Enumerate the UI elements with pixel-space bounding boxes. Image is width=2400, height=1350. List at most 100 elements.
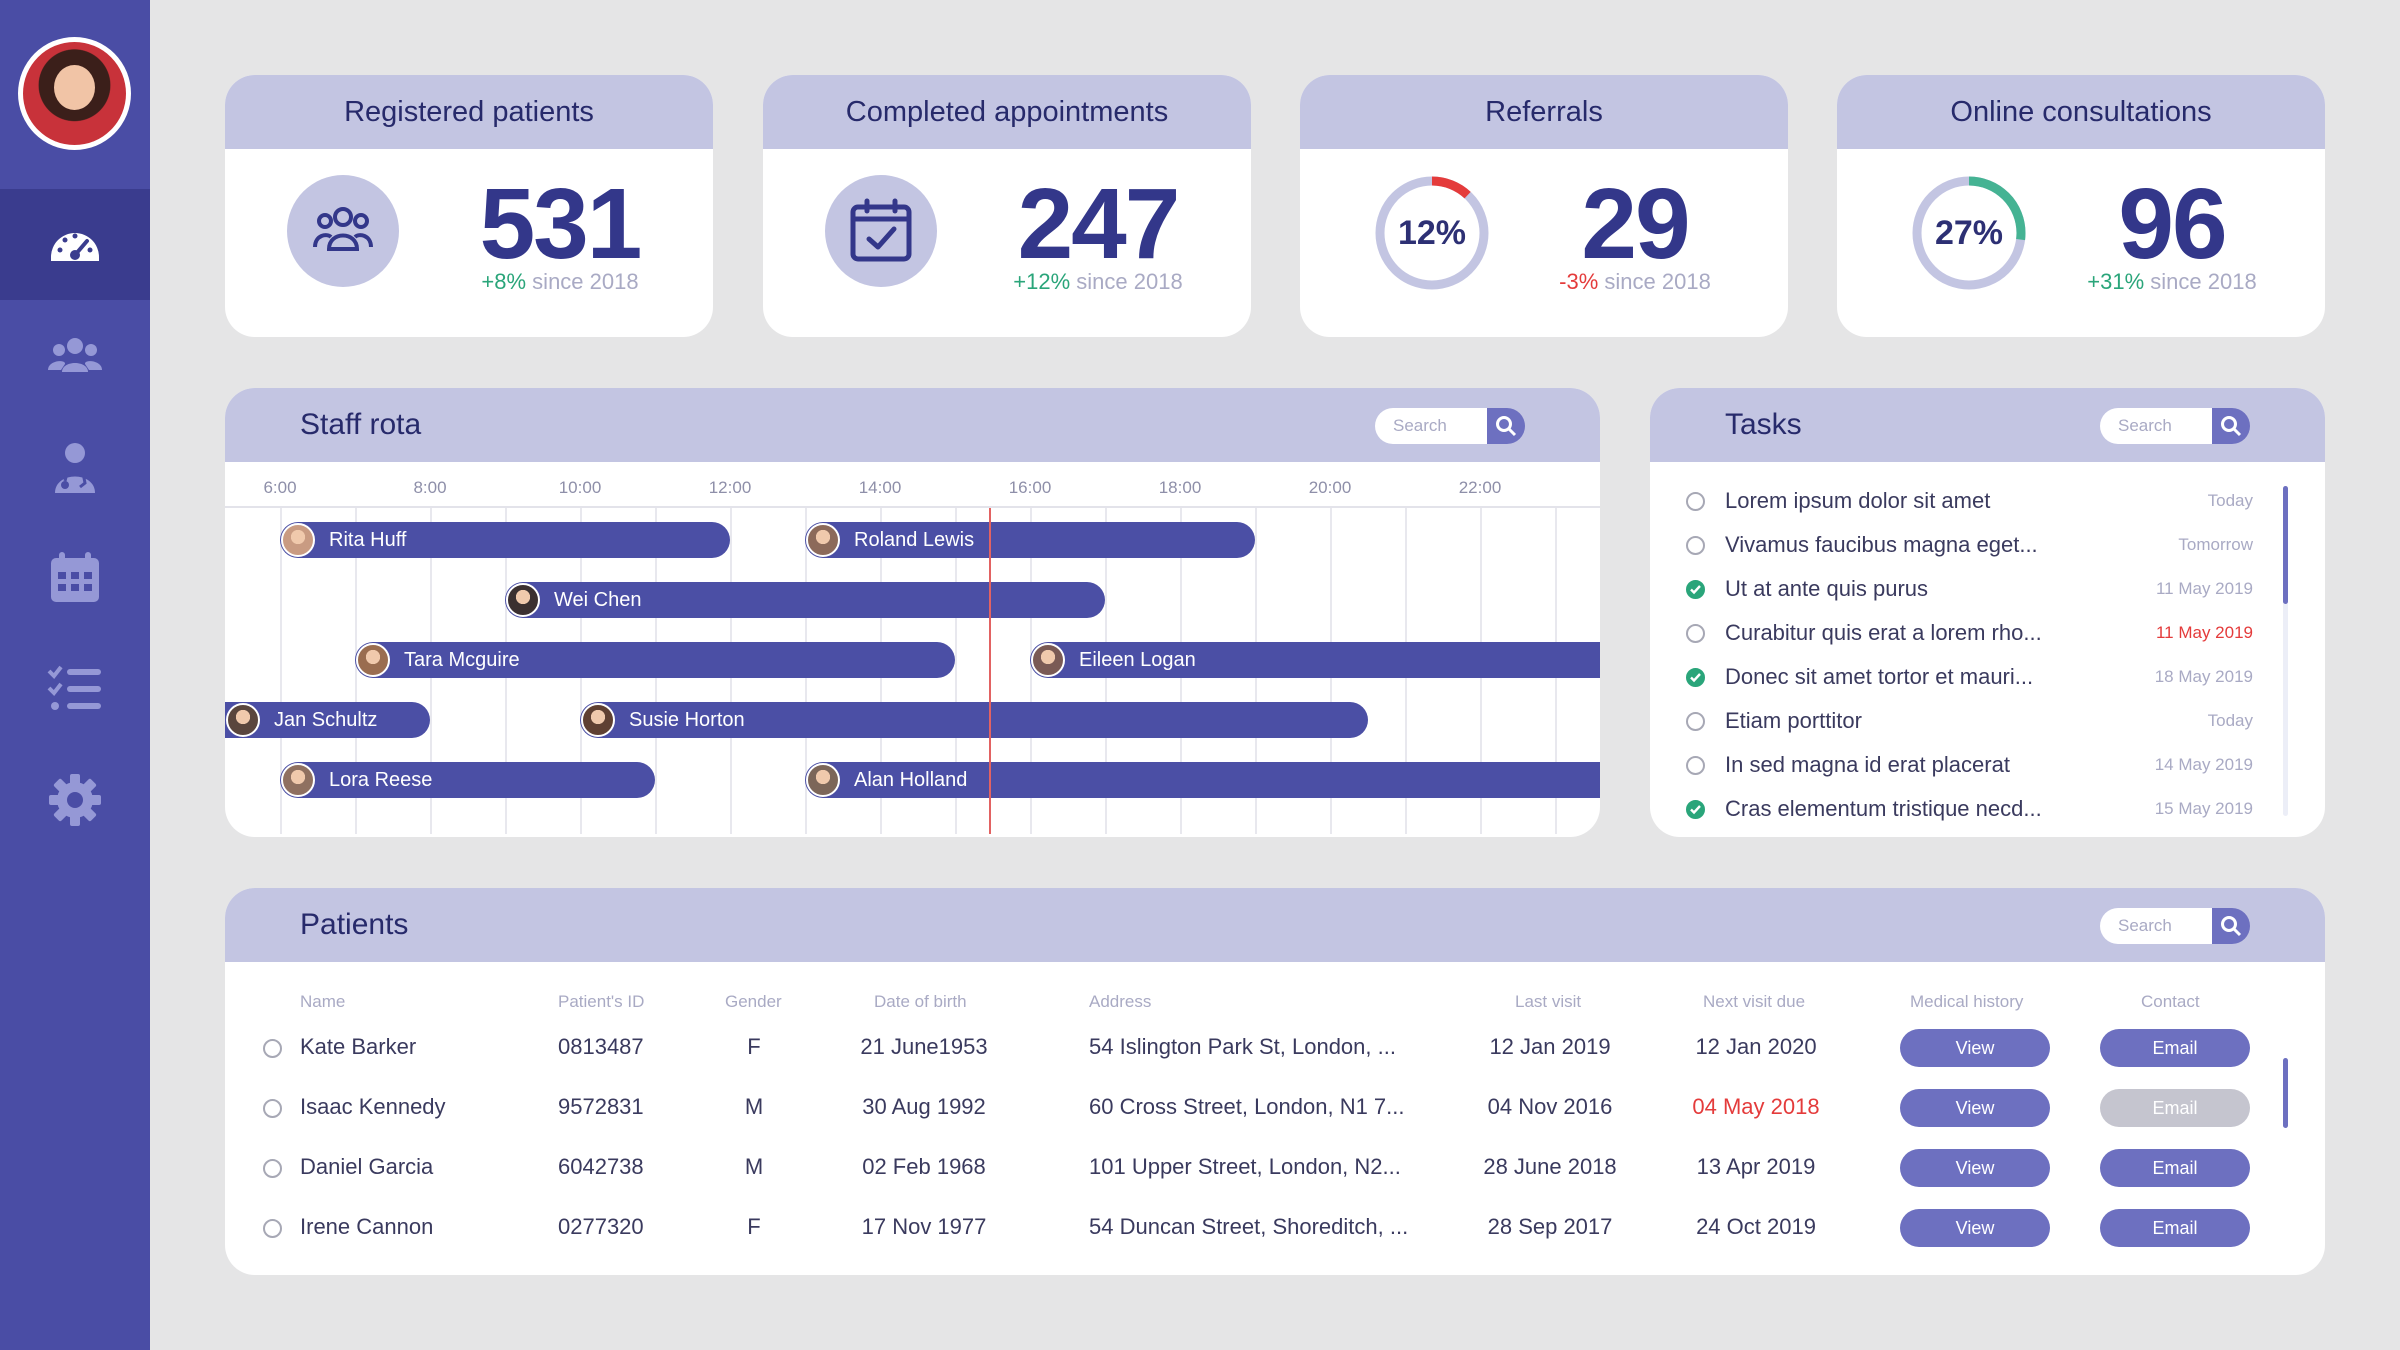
staff-name: Roland Lewis: [854, 528, 975, 551]
stat-value: 29: [1581, 168, 1690, 280]
view-history-button[interactable]: View: [1900, 1209, 2050, 1247]
stat-value: 247: [1017, 168, 1181, 280]
row-select-radio[interactable]: [263, 1219, 282, 1238]
tasks-scrollbar[interactable]: [2283, 486, 2288, 816]
patient-dob: 30 Aug 1992: [862, 1094, 986, 1119]
rota-search: Search: [1375, 408, 1525, 444]
unchecked-circle-icon[interactable]: [1686, 711, 1705, 731]
staff-avatar: [806, 763, 840, 797]
task-item[interactable]: Donec sit amet tortor et mauri... 18 May …: [1686, 662, 2253, 692]
rota-shift-bar[interactable]: Jan Schultz: [225, 702, 430, 738]
rota-search-input[interactable]: Search: [1375, 408, 1487, 444]
scrollbar-thumb[interactable]: [2283, 486, 2288, 604]
stat-change: +12% since 2018: [1013, 269, 1183, 294]
checked-circle-icon[interactable]: [1686, 799, 1705, 819]
unchecked-circle-icon[interactable]: [1686, 491, 1705, 511]
view-history-button[interactable]: View: [1900, 1149, 2050, 1187]
nav-dashboard[interactable]: [0, 189, 150, 300]
search-icon[interactable]: [1487, 408, 1525, 444]
search-icon[interactable]: [2212, 908, 2250, 944]
task-text: Vivamus faucibus magna eget...: [1725, 532, 2038, 557]
dashboard-gauge-icon: [51, 232, 99, 261]
view-history-button[interactable]: View: [1900, 1089, 2050, 1127]
row-select-radio[interactable]: [263, 1099, 282, 1118]
user-avatar[interactable]: [18, 37, 131, 150]
email-button[interactable]: Email: [2100, 1089, 2250, 1127]
stat-change: -3% since 2018: [1559, 269, 1711, 294]
patient-name: Isaac Kennedy: [300, 1094, 446, 1119]
rota-gridline: [280, 508, 282, 834]
staff-avatar: [1031, 643, 1065, 677]
patient-gender: M: [744, 1154, 764, 1179]
task-item[interactable]: In sed magna id erat placerat 14 May 2019: [1686, 750, 2253, 780]
nav-settings[interactable]: [0, 744, 150, 855]
nav-patients[interactable]: [0, 300, 150, 411]
search-icon[interactable]: [2212, 408, 2250, 444]
nav-tasks[interactable]: [0, 633, 150, 744]
patients-scrollbar[interactable]: [2283, 1058, 2288, 1128]
task-text: Cras elementum tristique necd...: [1725, 796, 2042, 821]
rota-shift-bar[interactable]: Wei Chen: [505, 582, 1105, 618]
task-item[interactable]: Lorem ipsum dolor sit amet Today: [1686, 486, 2253, 516]
doctor-stethoscope-icon: [55, 442, 95, 493]
rota-shift-bar[interactable]: Eileen Logan: [1030, 642, 1600, 678]
column-header-medical-history[interactable]: Medical history: [1910, 992, 2024, 1011]
task-item[interactable]: Vivamus faucibus magna eget... Tomorrow: [1686, 530, 2253, 560]
column-header-gender[interactable]: Gender: [725, 992, 782, 1011]
checked-circle-icon[interactable]: [1686, 579, 1705, 599]
column-header-last-visit[interactable]: Last visit: [1515, 992, 1582, 1011]
row-select-radio[interactable]: [263, 1039, 282, 1058]
staff-name: Alan Holland: [854, 768, 968, 791]
staff-avatar: [226, 703, 260, 737]
rota-shift-bar[interactable]: Rita Huff: [280, 522, 730, 558]
rota-shift-bar[interactable]: Lora Reese: [280, 762, 655, 798]
stat-card-completed-appointments: Completed appointments 247 +12% since 20…: [763, 75, 1251, 337]
patients-search-input[interactable]: Search: [2100, 908, 2212, 944]
task-item[interactable]: Cras elementum tristique necd... 15 May 2…: [1686, 794, 2253, 824]
rota-timeline: 6:00 8:00 10:00 12:00 14:00 16:00 18:00 20:00 22…: [225, 462, 1600, 834]
patient-name: Daniel Garcia: [300, 1154, 434, 1179]
staff-name: Wei Chen: [554, 588, 642, 611]
unchecked-circle-icon[interactable]: [1686, 755, 1705, 775]
column-header-id[interactable]: Patient's ID: [558, 992, 645, 1011]
patient-last-visit: 28 Sep 2017: [1487, 1214, 1613, 1239]
patient-gender: F: [747, 1214, 761, 1239]
rota-shift-bar[interactable]: Susie Horton: [580, 702, 1368, 738]
unchecked-circle-icon[interactable]: [1686, 535, 1705, 555]
rota-shift-bar[interactable]: Roland Lewis: [805, 522, 1255, 558]
nav-calendar[interactable]: [0, 522, 150, 633]
email-button[interactable]: Email: [2100, 1209, 2250, 1247]
stat-title: Online consultations: [1837, 75, 2325, 149]
unchecked-circle-icon[interactable]: [1686, 623, 1705, 643]
view-history-button[interactable]: View: [1900, 1029, 2050, 1067]
column-header-contact[interactable]: Contact: [2141, 992, 2200, 1011]
column-header-name[interactable]: Name: [300, 992, 346, 1011]
task-item[interactable]: Ut at ante quis purus 11 May 2019: [1686, 574, 2253, 604]
task-due-date: Today: [2207, 711, 2253, 730]
rota-gridline: [955, 508, 957, 834]
email-button[interactable]: Email: [2100, 1149, 2250, 1187]
rota-shift-bar[interactable]: Tara Mcguire: [355, 642, 955, 678]
timeline-axis: [225, 506, 1600, 508]
patient-id: 9572831: [558, 1094, 644, 1119]
column-header-next-visit[interactable]: Next visit due: [1703, 992, 1806, 1011]
patients-group-icon: [287, 175, 399, 287]
current-time-indicator: [988, 508, 991, 834]
task-text: Lorem ipsum dolor sit amet: [1725, 488, 1991, 513]
column-header-address[interactable]: Address: [1089, 992, 1152, 1011]
nav-doctors[interactable]: [0, 411, 150, 522]
checked-circle-icon[interactable]: [1686, 667, 1705, 687]
email-button[interactable]: Email: [2100, 1029, 2250, 1067]
rota-shift-bar[interactable]: Alan Holland: [805, 762, 1600, 798]
table-row: Daniel Garcia 6042738 M 02 Feb 1968 101 Uppe…: [225, 1148, 2325, 1188]
row-select-radio[interactable]: [263, 1159, 282, 1178]
patients-panel: Patients Search Name Patient's ID Gender…: [225, 888, 2325, 1275]
task-item[interactable]: Etiam porttitor Today: [1686, 706, 2253, 736]
tasks-search-input[interactable]: Search: [2100, 408, 2212, 444]
calendar-check-icon: [825, 175, 937, 287]
tasks-title: Tasks: [1725, 408, 1802, 441]
task-item[interactable]: Curabitur quis erat a lorem rho... 11 May…: [1686, 618, 2253, 648]
column-header-dob[interactable]: Date of birth: [874, 992, 967, 1011]
patient-address: 60 Cross Street, London, N1 7...: [1089, 1094, 1405, 1119]
patient-name: Kate Barker: [300, 1034, 417, 1059]
